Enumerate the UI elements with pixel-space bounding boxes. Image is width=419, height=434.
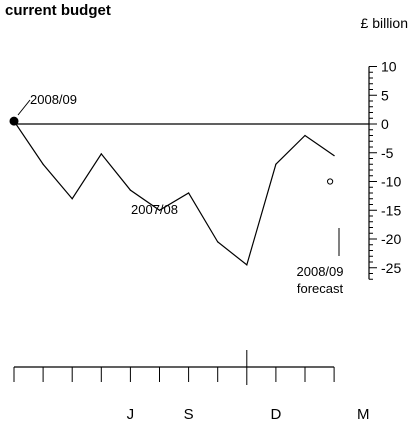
data-point-2007-08 bbox=[42, 163, 44, 165]
series-label-2007-08: 2007/08 bbox=[131, 202, 178, 217]
series-line-2007-08 bbox=[13, 120, 335, 266]
series-label-2008-09-leader bbox=[17, 99, 31, 116]
x-tick-label: D bbox=[270, 406, 281, 423]
y-tick-label: 0 bbox=[381, 116, 389, 132]
y-tick-label: -15 bbox=[381, 202, 401, 218]
data-point-2007-08 bbox=[100, 153, 102, 155]
x-tick-label: J bbox=[127, 406, 135, 423]
y-tick-label: -5 bbox=[381, 145, 394, 161]
y-tick-label: -10 bbox=[381, 174, 401, 190]
y-tick-label: -20 bbox=[381, 231, 401, 247]
data-point-2007-08 bbox=[246, 264, 248, 266]
forecast-label-line2: forecast bbox=[297, 281, 344, 296]
y-tick-label: 10 bbox=[381, 59, 397, 75]
forecast-label-line1: 2008/09 bbox=[297, 264, 344, 279]
data-point-2007-08 bbox=[188, 192, 190, 194]
forecast-point bbox=[327, 178, 334, 185]
y-axis: 10 5 0 -5 -10 -15 -20 -25 bbox=[368, 59, 401, 280]
y-tick-label: -25 bbox=[381, 260, 401, 276]
data-point-2007-08 bbox=[71, 198, 73, 200]
y-tick-label: 5 bbox=[381, 87, 389, 103]
y-axis-label: £ billion bbox=[361, 15, 408, 31]
series-label-2008-09: 2008/09 bbox=[30, 92, 77, 107]
data-point-2007-08 bbox=[333, 155, 335, 157]
data-point-2007-08 bbox=[304, 134, 306, 137]
data-point-2007-08 bbox=[129, 189, 131, 191]
data-point-2008-09 bbox=[9, 116, 19, 126]
chart-title: current budget bbox=[5, 2, 111, 19]
x-tick-label: M bbox=[357, 406, 370, 423]
x-tick-label: S bbox=[184, 406, 194, 423]
data-point-2007-08 bbox=[158, 209, 161, 211]
data-point-2007-08 bbox=[217, 241, 219, 243]
series-layer bbox=[9, 116, 335, 266]
data-point-2007-08 bbox=[275, 163, 277, 165]
